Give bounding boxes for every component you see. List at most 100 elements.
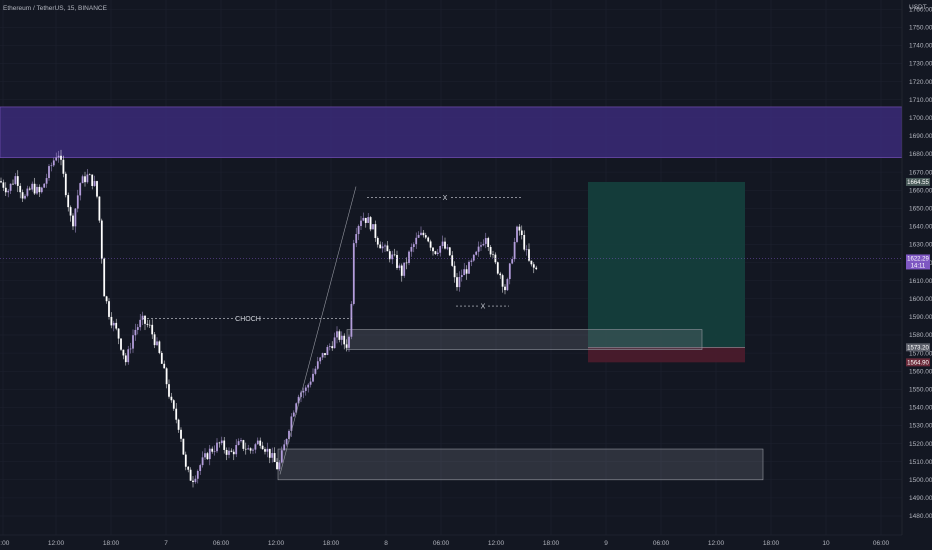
time-tick-label: 12:00 [708,540,725,547]
candle-body [280,450,283,463]
candle-body [261,445,264,450]
candle-body [405,262,408,264]
candle-body [266,448,269,452]
price-tick-label: 1610.00 [909,278,932,285]
candle-body [28,188,31,190]
candle-body [36,186,38,194]
candle-body [86,174,89,183]
candle-body [424,235,427,238]
current-price-tag: 1622.29 [907,256,929,262]
candle-body [408,251,410,263]
candle-body [345,344,348,348]
candle-body [81,176,84,184]
candle-body [76,195,79,209]
candle-body [432,247,434,252]
price-tick-label: 1590.00 [909,314,932,321]
candle-body [74,208,77,227]
candle-body [388,251,391,260]
candle-body [12,183,14,185]
candle-body [436,252,439,254]
time-axis-ticks: 6:00 12:00 18:00 7 06:00 12:00 18:00 8 06:00 12:0… [0,540,890,547]
time-tick-label: 10 [822,540,830,547]
candle-body [132,335,134,349]
candle-body [57,155,60,158]
time-tick-label: 18:00 [763,540,780,547]
candle-body [228,450,230,455]
price-tick-label: 1550.00 [909,387,932,394]
price-tick-label: 1700.00 [909,115,932,122]
candle-body [396,254,398,268]
entry-price-tag: 1573.20 [907,345,929,351]
candle-body [220,440,223,444]
time-tick-label: 12:00 [48,540,65,547]
candle-body [50,165,53,167]
candle-body [410,246,413,252]
time-tick-label: 8 [384,540,388,547]
candle-body [268,448,271,458]
candle-body [422,232,425,236]
target-price-tag: 1664.55 [907,180,929,186]
candle-body [254,444,257,450]
time-tick-label: 12:00 [488,540,505,547]
candle-body [285,439,288,445]
candle-body [487,238,490,248]
candle-body [204,453,206,458]
candle-body [372,224,374,230]
candle-body [523,235,526,250]
time-tick-label: 9 [604,540,608,547]
time-tick-label: 18:00 [543,540,560,547]
candle-body [453,265,456,278]
candle-body [369,217,372,230]
candle-body [348,336,350,348]
candle-body [172,400,175,409]
candle-body [328,346,331,347]
candle-body [45,178,48,184]
candle-body [504,286,506,291]
price-tick-label: 1520.00 [909,441,932,448]
stop-zone [588,347,745,363]
target-zone [588,181,745,348]
candle-body [376,237,379,245]
price-tick-label: 1690.00 [909,133,932,140]
candle-body [400,265,403,276]
candle-body [492,254,494,256]
time-axis[interactable] [0,535,932,550]
candle-body [343,335,346,345]
candle-body [403,262,406,276]
candle-body [333,337,336,349]
price-tick-label: 1630.00 [909,242,932,249]
candle-body [482,243,485,246]
candle-body [256,440,259,445]
candle-body [412,244,415,247]
candle-body [93,181,96,186]
candle-body [48,166,50,179]
candle-body [288,430,290,440]
candle-body [110,316,113,326]
low-label: X [481,303,486,310]
candle-body [199,465,202,471]
time-tick-label: 06:00 [213,540,230,547]
candle-body [362,217,365,221]
current-price-tag-bg [906,254,930,270]
candle-body [415,237,418,245]
candle-body [72,215,74,227]
candle-body [532,264,535,268]
candle-body [40,187,43,193]
candle-body [360,220,362,226]
candle-body [350,303,353,337]
candle-body [444,241,446,249]
candle-body [156,341,158,346]
candle-body [283,444,286,451]
candle-body [208,448,211,460]
candle-body [62,159,65,174]
time-tick-label: 06:00 [433,540,450,547]
time-tick-label: 06:00 [873,540,890,547]
candle-body [244,448,247,450]
price-axis[interactable] [902,0,932,550]
candle-body [520,230,523,236]
candle-body [384,245,386,247]
candle-body [115,322,118,329]
price-tick-label: 1570.00 [909,350,932,357]
